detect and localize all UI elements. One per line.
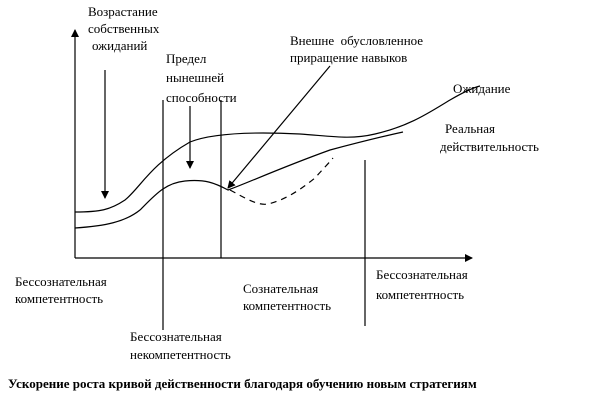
- label: приращение навыков: [290, 50, 407, 65]
- label: собственных: [88, 21, 160, 36]
- dashed-curve: [229, 157, 334, 205]
- label: Бессознательная: [15, 274, 107, 289]
- label: Ожидание: [453, 81, 511, 96]
- label: Предел: [166, 51, 207, 66]
- expectation-curve: [74, 85, 481, 213]
- label: действительность: [440, 139, 539, 154]
- label: компетентность: [243, 298, 331, 313]
- label: компетентность: [376, 287, 464, 302]
- caption: Ускорение роста кривой действенности бла…: [8, 376, 477, 391]
- label: Сознательная: [243, 281, 318, 296]
- label: некомпетентность: [130, 347, 231, 362]
- label: Бессознательная: [376, 267, 468, 282]
- label: способности: [166, 90, 237, 105]
- label: Бессознательная: [130, 329, 222, 344]
- label: Возрастание: [88, 4, 158, 19]
- arrow: [227, 65, 331, 189]
- label: Реальная: [445, 121, 495, 136]
- label: ожиданий: [92, 38, 147, 53]
- label: Внешне обусловленное: [290, 33, 423, 48]
- reality-curve: [74, 131, 404, 229]
- label: нынешней: [166, 70, 224, 85]
- label: компетентность: [15, 291, 103, 306]
